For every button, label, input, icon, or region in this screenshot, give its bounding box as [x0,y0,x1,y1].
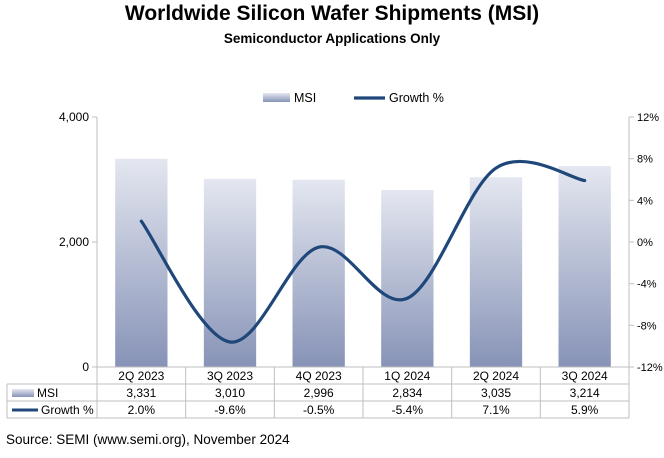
table-cell-msi: 2,834 [392,386,422,400]
legend-label-growth: Growth % [389,91,444,105]
legend-swatch-msi [263,93,290,102]
table-key-msi [12,389,34,397]
x-tick-label: 3Q 2023 [207,369,253,383]
y-right-tick-label: 4% [637,195,653,207]
bar-msi [381,189,434,367]
y-right-tick-label: -4% [637,279,657,291]
x-tick-label: 3Q 2024 [562,369,608,383]
table-cell-growth: 5.9% [571,403,599,417]
table-cell-growth: -5.4% [392,403,424,417]
table-row-label-growth: Growth % [41,403,94,417]
y-left-tick-label: 0 [82,360,89,374]
bar-msi [292,179,345,367]
chart-title: Worldwide Silicon Wafer Shipments (MSI) [124,2,540,25]
bar-msi [203,178,257,367]
y-right-tick-label: 0% [637,237,653,249]
y-right-tick-label: 8% [637,154,653,166]
table-cell-growth: 7.1% [482,403,510,417]
x-tick-label: 2Q 2024 [473,369,519,383]
bar-msi [469,177,523,367]
table-row-label-msi: MSI [37,386,58,400]
x-tick-label: 2Q 2023 [118,369,164,383]
line-growth [139,159,587,344]
y-left-tick-label: 2,000 [59,235,89,249]
table-cell-growth: -9.6% [214,403,246,417]
table-cell-msi: 3,035 [481,386,511,400]
x-tick-label: 1Q 2024 [384,369,430,383]
bar-msi [115,158,168,367]
x-tick-label: 4Q 2023 [296,369,342,383]
table-cell-msi: 2,996 [304,386,334,400]
table-cell-msi: 3,331 [126,386,156,400]
y-right-tick-label: -12% [637,362,663,374]
legend-label-msi: MSI [294,91,316,105]
source-note: Source: SEMI (www.semi.org), November 20… [6,432,290,447]
y-left-tick-label: 4,000 [59,110,89,124]
table-cell-growth: 2.0% [128,403,156,417]
y-right-tick-label: 12% [637,112,659,124]
chart-subtitle: Semiconductor Applications Only [223,31,441,46]
table-cell-growth: -0.5% [303,403,335,417]
table-cell-msi: 3,010 [215,386,245,400]
bar-msi [558,166,611,367]
table-cell-msi: 3,214 [570,386,600,400]
y-right-tick-label: -8% [637,320,657,332]
